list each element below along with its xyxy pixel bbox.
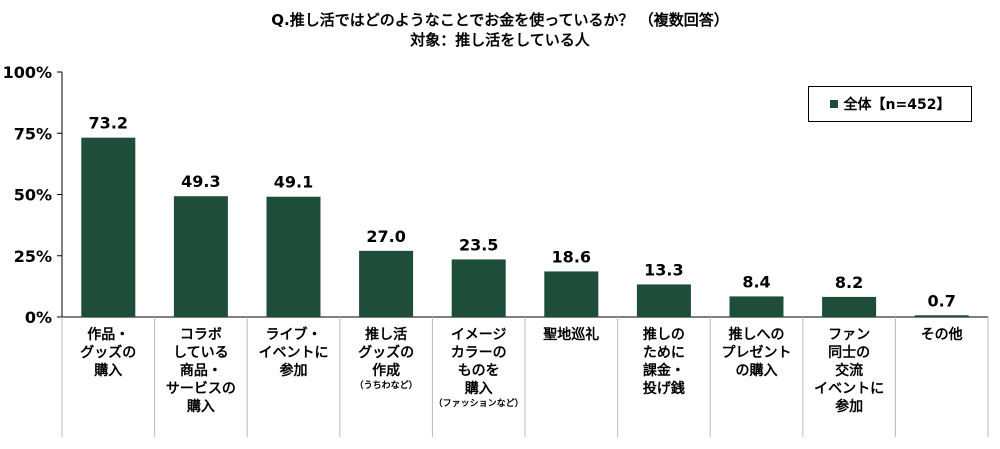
bar	[822, 296, 877, 317]
data-label: 27.0	[366, 227, 405, 246]
category-label-text: ライブ・ イベントに 参加	[258, 327, 329, 379]
category-label-text: 聖地巡礼	[543, 327, 600, 343]
legend: 全体【n=452】	[808, 86, 972, 122]
category-label-text: コラボ している 商品・ サービスの 購入	[165, 327, 236, 415]
category-label: イメージ カラーの ものを 購入 （ファッションなど）	[433, 326, 525, 410]
category-label-text: ファン 同士の 交流 イベントに 参加	[814, 327, 885, 415]
bar	[359, 250, 414, 317]
category-label-text: 推しの ために 課金・ 投げ銭	[642, 327, 685, 397]
bar	[636, 284, 691, 317]
category-label: ファン 同士の 交流 イベントに 参加	[803, 326, 895, 416]
category-label: コラボ している 商品・ サービスの 購入	[155, 326, 247, 416]
bar	[81, 137, 136, 317]
legend-label: 全体【n=452】	[843, 97, 951, 113]
category-label-text: 作品・ グッズの 購入	[80, 327, 137, 379]
bar	[451, 259, 506, 317]
category-label-text: その他	[920, 327, 963, 343]
data-label: 23.5	[459, 235, 498, 254]
y-tick-label: 25%	[14, 247, 52, 266]
category-label: 作品・ グッズの 購入	[62, 326, 154, 380]
y-tick-label: 75%	[14, 124, 52, 143]
data-label: 18.6	[552, 247, 591, 266]
data-label: 73.2	[89, 114, 128, 133]
legend-swatch	[829, 100, 838, 108]
bar	[544, 271, 599, 317]
category-label: 推し活 グッズの 作成 （うちわなど）	[340, 326, 432, 392]
y-tick-label: 0%	[25, 308, 52, 327]
category-label-text: 推し活 グッズの 作成	[358, 327, 415, 379]
data-label: 49.3	[181, 172, 220, 191]
category-label-text: 推しへの プレゼント の購入	[721, 327, 792, 379]
category-label: 聖地巡礼	[525, 326, 617, 344]
data-label: 49.1	[274, 173, 313, 192]
y-tick-label: 50%	[14, 186, 52, 205]
category-label-note: （ファッションなど）	[433, 399, 524, 409]
data-label: 8.2	[835, 273, 863, 292]
chart-subtitle: 対象：推し活をしている人	[410, 31, 590, 49]
category-label: ライブ・ イベントに 参加	[248, 326, 340, 380]
bar	[266, 196, 321, 317]
data-label: 0.7	[928, 291, 956, 310]
chart-title: Q.推し活ではどのようなことでお金を使っているか？ （複数回答）	[271, 11, 729, 29]
bar	[173, 196, 228, 317]
bar	[914, 315, 969, 317]
category-label: 推しへの プレゼント の購入	[711, 326, 803, 380]
category-label-text: イメージ カラーの ものを 購入	[450, 327, 507, 397]
category-label: 推しの ために 課金・ 投げ銭	[618, 326, 710, 398]
category-label: その他	[896, 326, 988, 344]
data-label: 13.3	[644, 260, 683, 279]
data-label: 8.4	[742, 272, 770, 291]
y-tick-label: 100%	[3, 63, 52, 82]
bar	[729, 296, 784, 317]
category-label-note: （うちわなど）	[354, 381, 418, 391]
